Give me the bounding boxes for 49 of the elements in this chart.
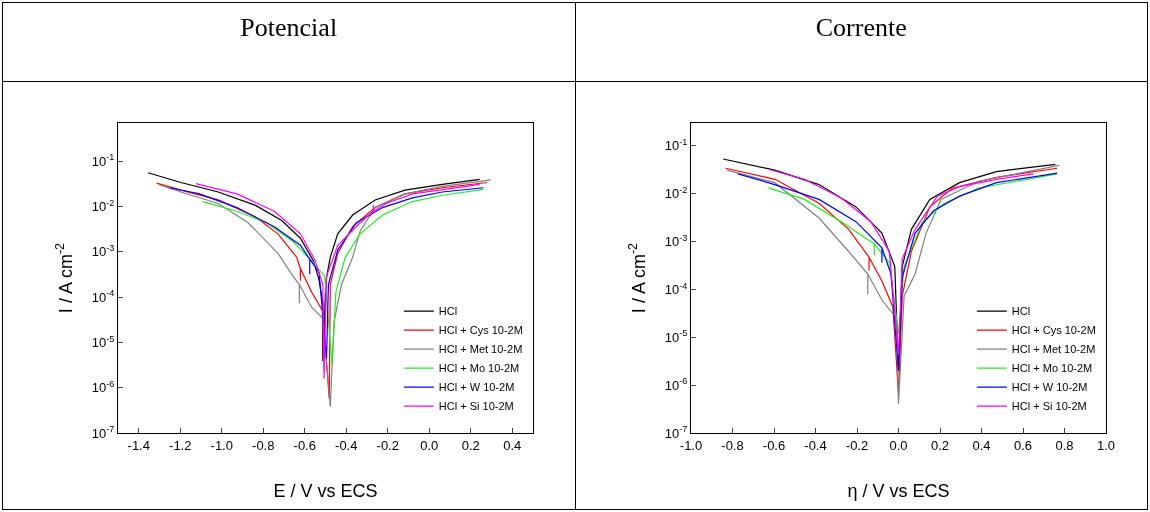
- chart-title: Potencial: [3, 3, 575, 82]
- y-tick-label: 10$^{-1}$: [664, 136, 687, 154]
- x-tick-label: -0.8: [720, 437, 744, 453]
- x-axis-title: E / V vs ECS: [273, 481, 378, 501]
- chart-title: Corrente: [575, 3, 1147, 82]
- x-tick-label: 0.6: [1013, 437, 1032, 453]
- x-tick-label: -1.2: [169, 437, 192, 453]
- x-tick-label: -0.8: [252, 437, 275, 453]
- x-tick-label: -0.4: [335, 437, 358, 453]
- x-tick-label: -0.6: [762, 437, 785, 453]
- x-tick-label: -0.4: [803, 437, 827, 453]
- y-tick-label: 10$^{-4}$: [91, 288, 115, 305]
- x-tick-label: -0.2: [845, 437, 868, 453]
- legend-label: HCl + Si 10-2M: [438, 400, 514, 413]
- legend-label: HCl + Cys 10-2M: [1011, 324, 1096, 337]
- legend-label: HCl + Met 10-2M: [1011, 343, 1095, 356]
- legend-label: HCl + Mo 10-2M: [1011, 362, 1092, 375]
- y-tick-label: 10$^{-2}$: [91, 197, 115, 215]
- y-tick-label: 10$^{-3}$: [664, 232, 687, 250]
- x-tick-label: 0.2: [461, 437, 480, 453]
- x-tick-label: 0.4: [971, 437, 991, 453]
- legend-label: HCl + Mo 10-2M: [438, 362, 520, 375]
- legend-label: HCl + Cys 10-2M: [438, 324, 523, 337]
- y-tick-label: 10$^{-5}$: [664, 328, 687, 345]
- y-tick-label: 10$^{-7}$: [91, 424, 115, 441]
- x-tick-label: 0.0: [888, 437, 908, 453]
- legend-label: HCl + W 10-2M: [1011, 381, 1087, 394]
- legend-label: HCl + Met 10-2M: [438, 343, 523, 356]
- x-tick-label: 0.2: [930, 437, 949, 453]
- legend-label: HCl + W 10-2M: [438, 381, 515, 394]
- x-tick-label: 0.4: [503, 437, 522, 453]
- x-tick-label: 0.0: [420, 437, 439, 453]
- legend-label: HCl: [1011, 305, 1030, 318]
- legend-label: HCl + Si 10-2M: [1011, 400, 1087, 413]
- x-tick-label: -0.2: [376, 437, 399, 453]
- x-tick-label: 0.8: [1054, 437, 1074, 453]
- y-tick-label: 10$^{-6}$: [91, 378, 115, 396]
- x-axis-title: η / V vs ECS: [846, 481, 950, 501]
- x-tick-label: -1.0: [210, 437, 233, 453]
- y-tick-label: 10$^{-1}$: [91, 152, 115, 169]
- y-tick-label: 10$^{-2}$: [664, 184, 687, 202]
- y-tick-label: 10$^{-6}$: [664, 376, 687, 393]
- y-tick-label: 10$^{-5}$: [91, 333, 115, 350]
- y-tick-label: 10$^{-4}$: [664, 280, 687, 297]
- y-tick-label: 10$^{-3}$: [91, 242, 115, 260]
- x-tick-label: -1.4: [127, 437, 150, 453]
- legend-label: HCl: [438, 305, 458, 318]
- x-tick-label: 1.0: [1096, 437, 1115, 453]
- x-tick-label: -0.6: [293, 437, 316, 453]
